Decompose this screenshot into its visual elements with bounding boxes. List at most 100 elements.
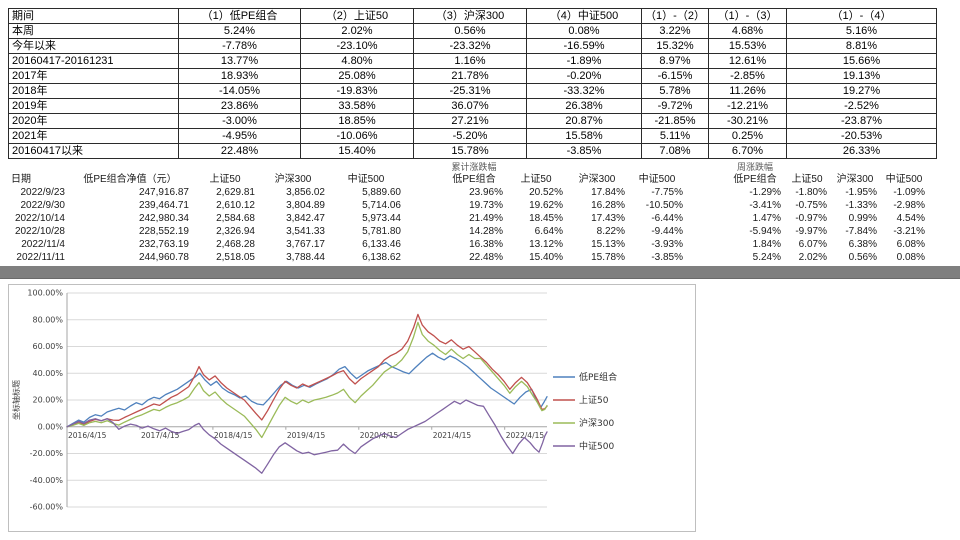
detail-col-header: 低PE组合 (452, 174, 496, 185)
value-cell: 6.64% (534, 226, 563, 237)
period-label: 20160417以来 (8, 143, 179, 159)
value-cell: 15.78% (591, 252, 625, 263)
summary-row: 2020年 -3.00% 18.85% 27.21% 20.87% -21.85% -30.… (8, 113, 937, 129)
value-cell: 5.24% (752, 252, 781, 263)
value-cell: 242,980.34 (138, 213, 189, 224)
value-cell: -2.98% (893, 200, 925, 211)
value-cell: 8.22% (596, 226, 625, 237)
value-cell: 19.62% (529, 200, 563, 211)
value-cell: 7.08% (641, 143, 709, 159)
value-cell: 22.48% (178, 143, 301, 159)
value-cell: 1.84% (752, 239, 781, 250)
value-cell: -7.84% (845, 226, 877, 237)
value-cell: 33.58% (300, 98, 414, 114)
y-tick-label: 100.00% (27, 289, 63, 298)
summary-col-header: （1）低PE组合 (178, 8, 301, 24)
period-label: 2018年 (8, 83, 179, 99)
value-cell: 2,518.05 (216, 252, 255, 263)
value-cell: 247,916.87 (138, 187, 189, 198)
value-cell: 19.13% (786, 68, 937, 84)
value-cell: 18.45% (529, 213, 563, 224)
detail-row: 2022/11/4 232,763.19 2,468.28 3,767.17 6,133… (8, 238, 928, 251)
value-cell: 5.11% (641, 128, 709, 144)
value-cell: -9.44% (651, 226, 683, 237)
spacer (686, 238, 726, 251)
value-cell: 15.40% (529, 252, 563, 263)
spacer (506, 162, 726, 173)
detail-group-header-row: 累计涨跌幅 周涨跌幅 (8, 162, 928, 173)
value-cell: -14.05% (178, 83, 301, 99)
date-cell: 2022/11/4 (21, 239, 65, 250)
detail-col-header: 低PE组合净值（元） (83, 174, 177, 185)
value-cell: -6.44% (651, 213, 683, 224)
spacer (784, 162, 928, 173)
value-cell: -23.10% (300, 38, 414, 54)
detail-row: 2022/10/28 228,552.19 2,326.94 3,541.33 5,78… (8, 225, 928, 238)
detail-col-header: 日期 (11, 174, 31, 185)
legend-item-label: 上证50 (579, 395, 609, 406)
spacer (686, 225, 726, 238)
value-cell: 5,781.80 (362, 226, 401, 237)
value-cell: 2,326.94 (216, 226, 255, 237)
series-line-中证500 (66, 399, 548, 474)
detail-col-header: 低PE组合 (733, 174, 777, 185)
period-label: 今年以来 (8, 38, 179, 54)
value-cell: 15.78% (413, 143, 527, 159)
chart-panel: -60.00% -40.00% -20.00% 0.00% 20.00% 40.00% 60… (8, 284, 696, 532)
value-cell: 2,610.12 (216, 200, 255, 211)
value-cell: -9.72% (641, 98, 709, 114)
value-cell: 16.38% (469, 239, 503, 250)
summary-col-header: 期间 (8, 8, 179, 24)
value-cell: 2,468.28 (216, 239, 255, 250)
summary-row: 2019年 23.86% 33.58% 36.07% 26.38% -9.72% -12.2… (8, 98, 937, 114)
y-tick-label: -40.00% (30, 476, 64, 485)
summary-col-header: （4）中证500 (526, 8, 642, 24)
spacer (686, 212, 726, 225)
value-cell: -5.20% (413, 128, 527, 144)
value-cell: -0.75% (795, 200, 827, 211)
spacer (404, 238, 442, 251)
group-label-cumulative: 累计涨跌幅 (451, 162, 497, 172)
y-tick-label: 60.00% (32, 342, 63, 351)
detail-col-header: 中证500 (347, 174, 385, 185)
value-cell: 13.12% (529, 239, 563, 250)
value-cell: -7.78% (178, 38, 301, 54)
value-cell: 0.99% (848, 213, 877, 224)
legend-item-label: 低PE组合 (579, 371, 617, 383)
summary-header-row: 期间 （1）低PE组合 （2）上证50 （3）沪深300 （4）中证500 （1）-（2）… (8, 8, 937, 24)
value-cell: -3.85% (526, 143, 642, 159)
spacer (404, 225, 442, 238)
summary-col-header: （1）-（3） (708, 8, 787, 24)
value-cell: 0.08% (526, 23, 642, 39)
value-cell: 17.43% (591, 213, 625, 224)
period-label: 2021年 (8, 128, 179, 144)
value-cell: 5.78% (641, 83, 709, 99)
summary-row: 今年以来 -7.78% -23.10% -23.32% -16.59% 15.32% 15.… (8, 38, 937, 54)
value-cell: 19.27% (786, 83, 937, 99)
value-cell: 3,767.17 (286, 239, 325, 250)
value-cell: 21.49% (469, 213, 503, 224)
value-cell: -25.31% (413, 83, 527, 99)
value-cell: 18.93% (178, 68, 301, 84)
x-tick-label: 2017/4/15 (141, 431, 180, 440)
summary-row: 2017年 18.93% 25.08% 21.78% -0.20% -6.15% -2.85… (8, 68, 937, 84)
value-cell: 13.77% (178, 53, 301, 69)
legend-item-label: 中证500 (579, 440, 614, 452)
value-cell: -6.15% (641, 68, 709, 84)
value-cell: -1.09% (893, 187, 925, 198)
period-label: 2020年 (8, 113, 179, 129)
value-cell: -1.33% (845, 200, 877, 211)
y-tick-label: -20.00% (30, 449, 64, 458)
value-cell: 4.68% (708, 23, 787, 39)
y-axis-title: 坐标轴标题 (11, 380, 21, 420)
value-cell: 20.87% (526, 113, 642, 129)
value-cell: -33.32% (526, 83, 642, 99)
value-cell: 3,788.44 (286, 252, 325, 263)
value-cell: -23.87% (786, 113, 937, 129)
value-cell: 3,842.47 (286, 213, 325, 224)
value-cell: -5.94% (749, 226, 781, 237)
summary-col-header: （3）沪深300 (413, 8, 527, 24)
date-cell: 2022/11/11 (16, 252, 65, 263)
value-cell: -3.00% (178, 113, 301, 129)
